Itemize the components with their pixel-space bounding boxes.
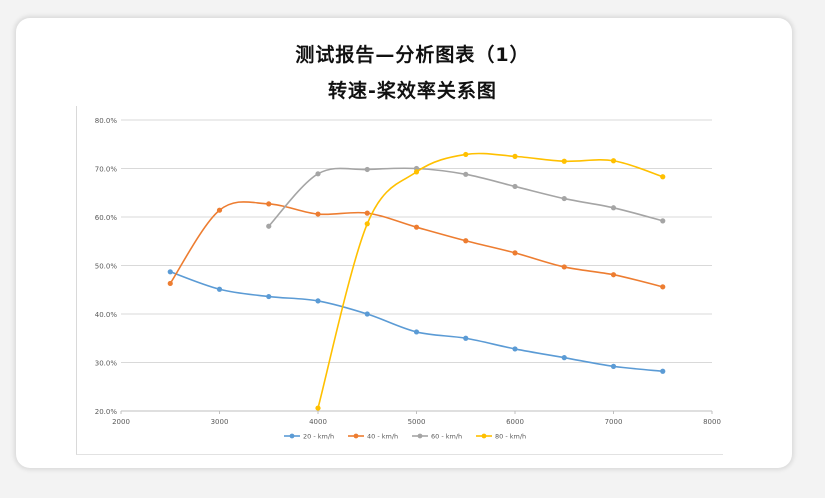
legend-label: 40 - km/h bbox=[367, 433, 398, 441]
x-tick-label: 3000 bbox=[211, 418, 229, 426]
data-point bbox=[266, 201, 272, 207]
data-point bbox=[561, 355, 567, 361]
data-point bbox=[512, 183, 518, 190]
data-point bbox=[610, 205, 617, 211]
data-point bbox=[364, 311, 370, 317]
x-tick-label: 4000 bbox=[309, 418, 327, 426]
legend-swatch-marker bbox=[289, 433, 295, 439]
data-point bbox=[315, 211, 321, 217]
series-line-4 bbox=[317, 152, 663, 409]
data-point bbox=[463, 335, 469, 341]
data-point bbox=[463, 171, 469, 177]
legend-label: 80 - km/h bbox=[495, 433, 526, 441]
data-point bbox=[216, 207, 223, 213]
data-point bbox=[413, 329, 420, 335]
data-point bbox=[660, 174, 666, 180]
data-point bbox=[167, 280, 173, 287]
x-tick-label: 7000 bbox=[605, 418, 623, 426]
data-point bbox=[463, 238, 469, 244]
data-point bbox=[463, 151, 469, 158]
data-point bbox=[610, 363, 617, 369]
data-point bbox=[364, 210, 370, 216]
x-tick-label: 6000 bbox=[506, 418, 524, 426]
series-line-1 bbox=[169, 271, 663, 373]
data-point bbox=[315, 405, 321, 411]
data-point bbox=[561, 158, 567, 164]
x-tick-label: 8000 bbox=[703, 418, 721, 426]
data-point bbox=[364, 221, 370, 227]
data-point bbox=[512, 250, 518, 256]
y-tick-label: 60.0% bbox=[95, 214, 118, 222]
page-title: 测试报告—分析图表（1） bbox=[295, 44, 530, 66]
data-point bbox=[167, 269, 173, 275]
y-tick-label: 30.0% bbox=[95, 360, 118, 368]
data-point bbox=[512, 153, 518, 159]
chart-subtitle: 转速-桨效率关系图 bbox=[328, 80, 497, 102]
legend-swatch-marker bbox=[481, 433, 487, 439]
legend-label: 20 - km/h bbox=[303, 433, 334, 441]
data-point bbox=[413, 169, 420, 175]
data-point bbox=[216, 286, 223, 292]
data-point bbox=[660, 368, 666, 374]
data-point bbox=[413, 224, 420, 230]
data-point bbox=[660, 284, 666, 290]
data-point bbox=[364, 166, 370, 173]
data-point bbox=[512, 346, 518, 352]
data-point bbox=[610, 272, 617, 278]
report-card bbox=[16, 18, 792, 468]
y-tick-label: 40.0% bbox=[95, 311, 118, 319]
x-tick-label: 2000 bbox=[112, 418, 130, 426]
y-tick-label: 80.0% bbox=[95, 117, 118, 125]
data-point bbox=[315, 171, 321, 177]
data-point bbox=[561, 195, 567, 202]
legend-swatch-marker bbox=[417, 433, 423, 439]
y-tick-label: 50.0% bbox=[95, 263, 118, 271]
x-tick-label: 5000 bbox=[408, 418, 426, 426]
series-line-2 bbox=[169, 201, 663, 288]
data-point bbox=[561, 264, 567, 270]
data-point bbox=[266, 293, 272, 300]
legend-swatch-marker bbox=[353, 433, 359, 439]
legend-label: 60 - km/h bbox=[431, 433, 462, 441]
data-point bbox=[266, 223, 272, 229]
data-point bbox=[610, 158, 617, 164]
data-point bbox=[660, 218, 666, 224]
data-point bbox=[315, 298, 321, 304]
y-tick-label: 20.0% bbox=[95, 408, 118, 416]
chart-frame bbox=[76, 106, 723, 455]
y-tick-label: 70.0% bbox=[95, 166, 118, 174]
